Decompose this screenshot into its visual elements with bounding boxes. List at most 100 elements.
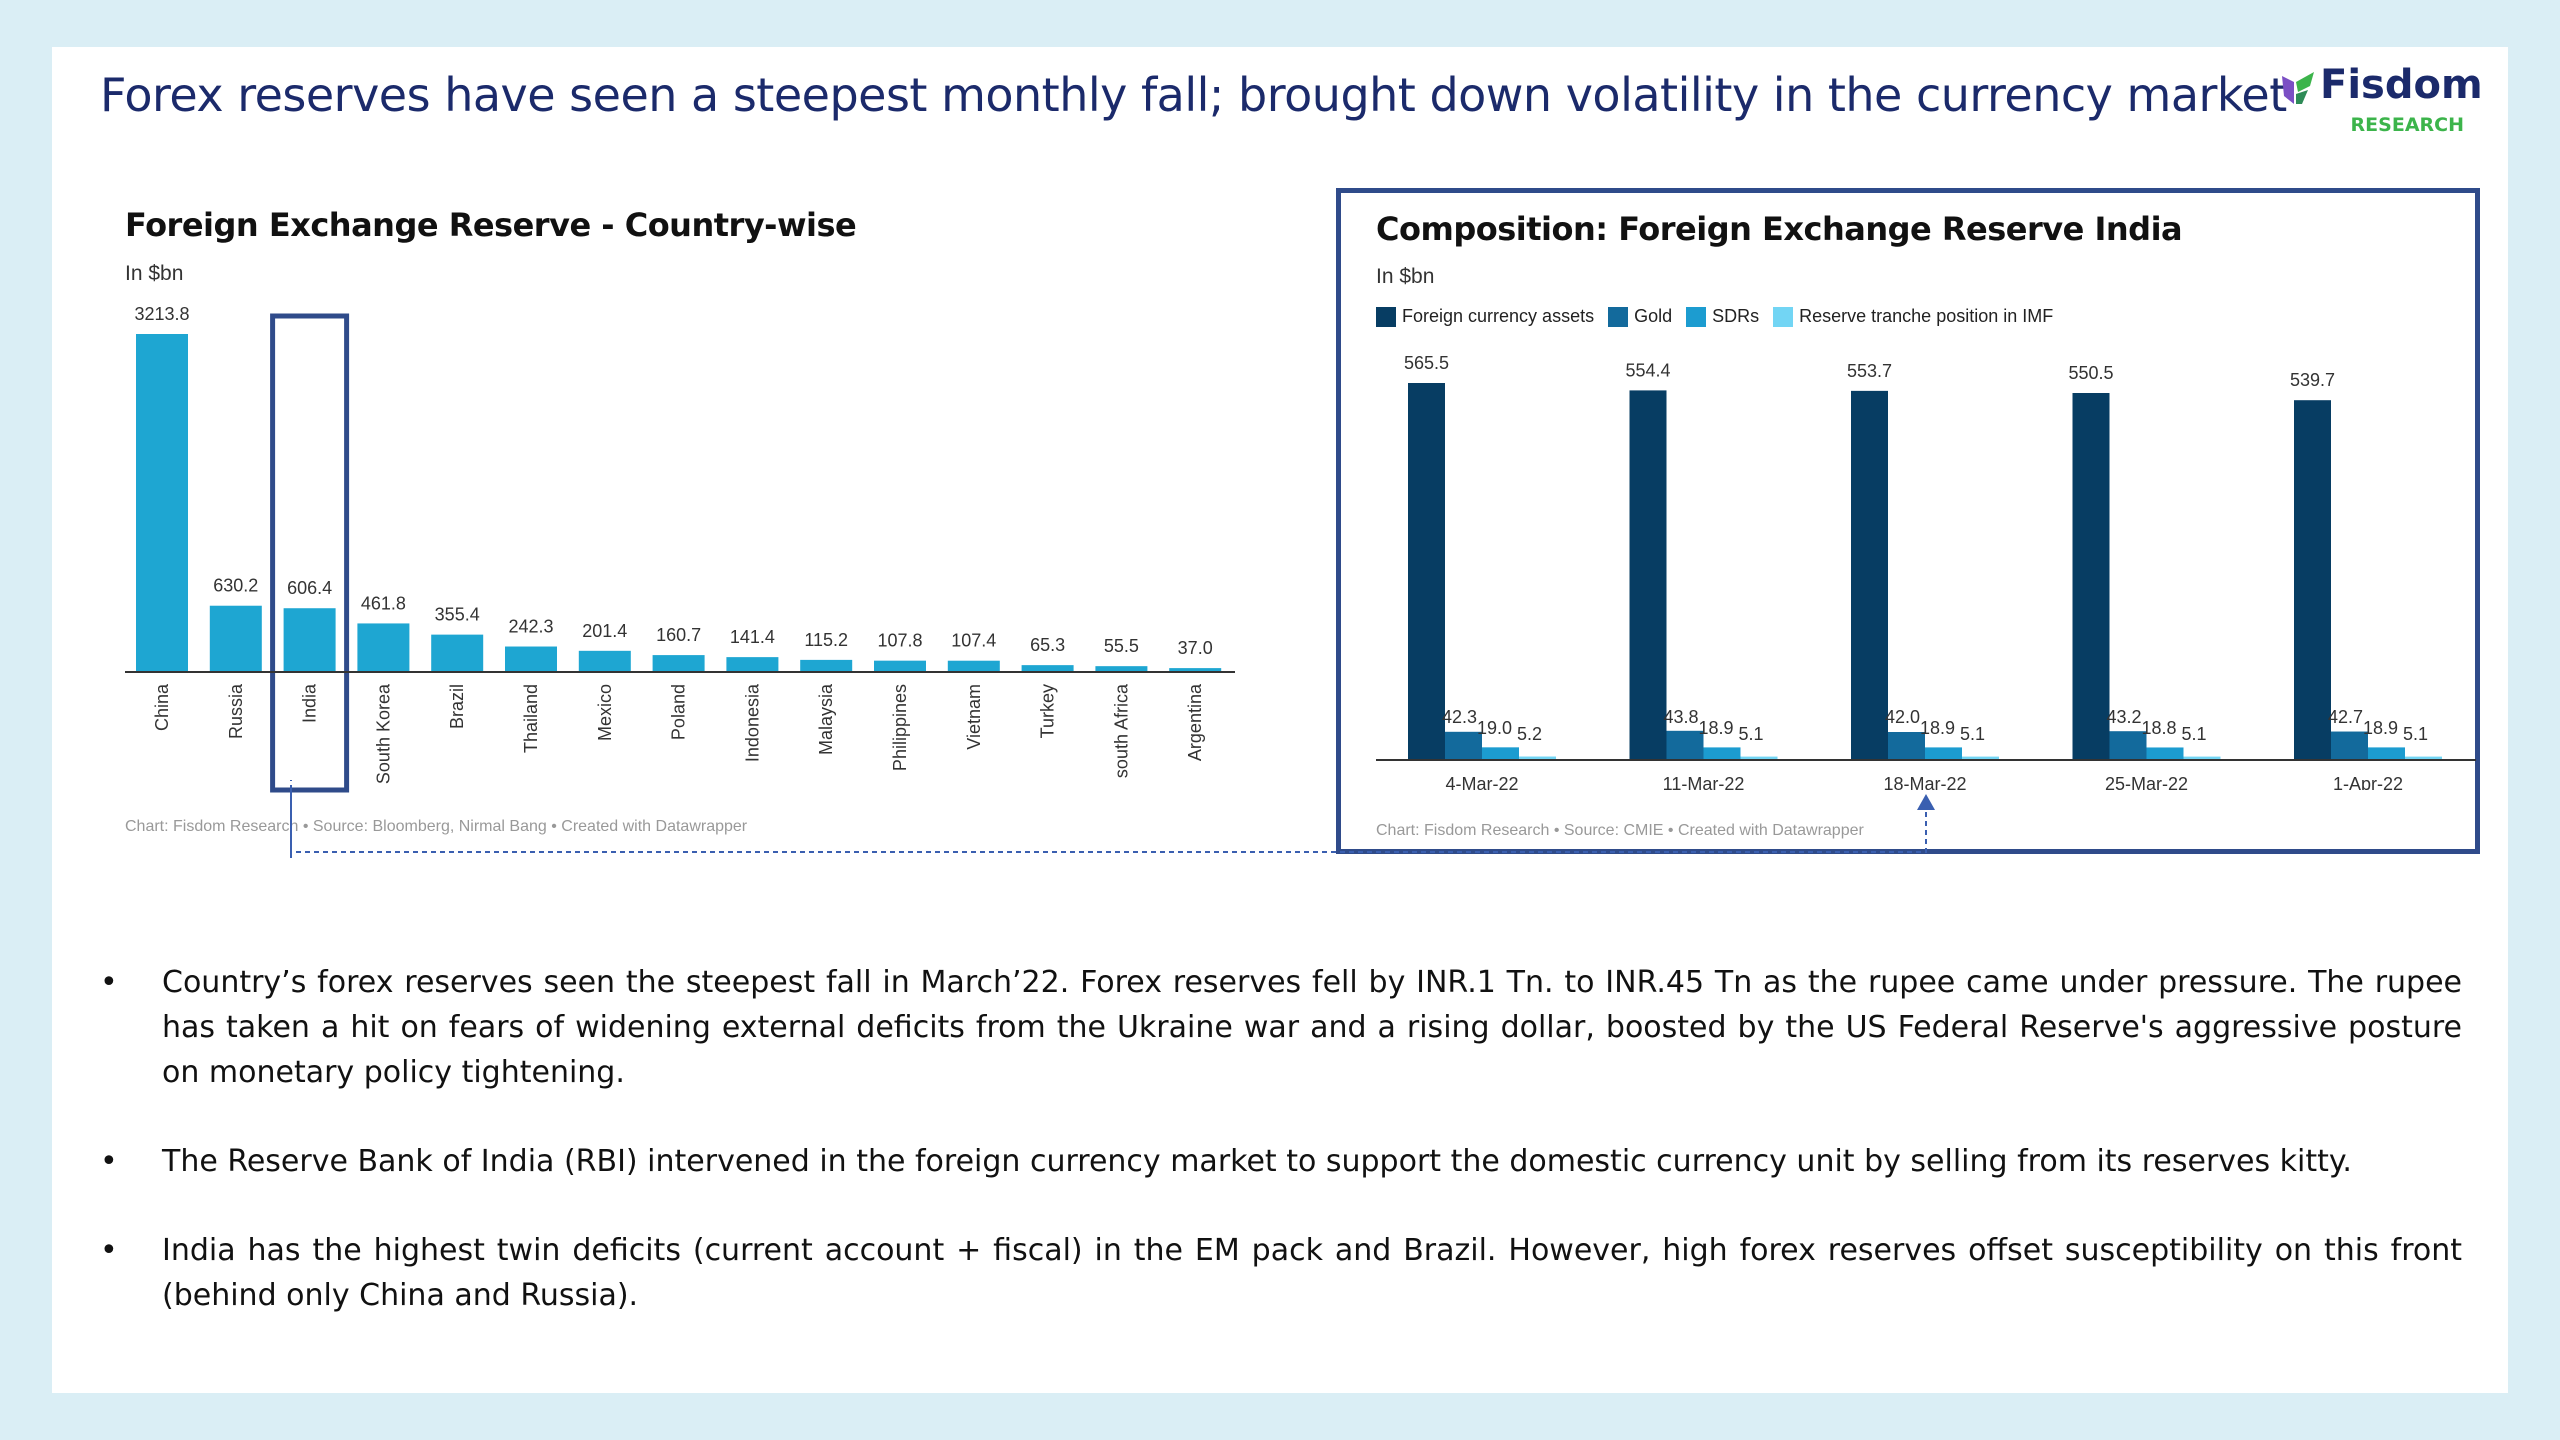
- composition-value-label: 19.0: [1477, 718, 1512, 738]
- country-value-label: 65.3: [1030, 635, 1065, 655]
- commentary-bullet: Country’s forex reserves seen the steepe…: [96, 960, 2462, 1095]
- composition-bar: [1888, 732, 1925, 760]
- composition-value-label: 5.1: [1960, 724, 1985, 744]
- country-bar: [578, 650, 631, 672]
- country-axis-label: Turkey: [1038, 684, 1058, 738]
- connector-arrow: [290, 780, 1935, 860]
- country-axis-label: Vietnam: [964, 684, 984, 750]
- legend-swatch: [1686, 306, 1707, 327]
- legend-item-fca: Foreign currency assets: [1376, 306, 1594, 327]
- composition-bar: [2183, 756, 2221, 760]
- country-value-label: 242.3: [508, 617, 553, 637]
- composition-value-label: 42.3: [1442, 707, 1477, 727]
- composition-value-label: 18.9: [2363, 718, 2398, 738]
- composition-legend: Foreign currency assets Gold SDRs Reserv…: [1376, 306, 2053, 327]
- country-bar: [136, 334, 188, 672]
- composition-bar: [1925, 747, 1962, 760]
- fisdom-logo: Fisdom RESEARCH: [2278, 62, 2483, 142]
- country-axis-label: Philippines: [890, 684, 910, 771]
- country-axis-label: Argentina: [1185, 683, 1205, 761]
- composition-bar: [1851, 390, 1888, 760]
- legend-label: Reserve tranche position in IMF: [1799, 306, 2054, 326]
- composition-bar: [2294, 400, 2331, 760]
- slide-title: Forex reserves have seen a steepest mont…: [100, 68, 2287, 122]
- composition-bar: [1666, 730, 1704, 760]
- composition-value-label: 554.4: [1625, 360, 1670, 380]
- country-bar: [431, 634, 484, 672]
- country-bar-chart: 3213.8 China 630.2 Russia 606.4 India 461.8 Sou…: [125, 304, 1235, 793]
- country-chart-subtitle: In $bn: [125, 262, 184, 285]
- country-value-label: 160.7: [656, 625, 701, 645]
- country-bar: [209, 605, 262, 672]
- country-chart-title: Foreign Exchange Reserve - Country-wise: [125, 206, 857, 244]
- composition-value-label: 42.0: [1885, 707, 1920, 727]
- country-bar: [652, 655, 705, 672]
- country-axis-label: Russia: [226, 683, 246, 739]
- country-chart-footer: Chart: Fisdom Research • Source: Bloombe…: [125, 818, 748, 835]
- fisdom-leaf-icon: [2282, 72, 2314, 104]
- legend-label: Gold: [1634, 306, 1673, 326]
- composition-bar: [1408, 383, 1445, 760]
- composition-value-label: 539.7: [2290, 370, 2335, 390]
- logo-subtitle: RESEARCH: [2350, 114, 2464, 136]
- country-axis-label: China: [152, 683, 172, 731]
- country-value-label: 55.5: [1104, 636, 1139, 656]
- composition-value-label: 43.8: [1663, 707, 1698, 727]
- composition-value-label: 43.2: [2106, 707, 2141, 727]
- country-axis-label: Poland: [669, 684, 689, 740]
- composition-bar: [1482, 747, 1519, 760]
- country-value-label: 201.4: [582, 621, 627, 641]
- country-value-label: 355.4: [435, 605, 480, 625]
- composition-value-label: 5.1: [2181, 724, 2206, 744]
- country-bar: [800, 659, 853, 672]
- composition-bar: [1445, 731, 1482, 760]
- legend-label: SDRs: [1712, 306, 1760, 326]
- composition-bar: [1962, 756, 1999, 760]
- composition-value-label: 18.9: [1920, 718, 1955, 738]
- composition-value-label: 18.8: [2141, 718, 2176, 738]
- composition-bar: [1629, 390, 1667, 760]
- composition-chart-subtitle: In $bn: [1376, 265, 1435, 288]
- composition-bar: [1703, 747, 1741, 760]
- legend-item-gold: Gold: [1608, 306, 1672, 327]
- legend-swatch: [1376, 306, 1396, 327]
- legend-item-rtp: Reserve tranche position in IMF: [1773, 306, 2053, 327]
- legend-swatch: [1608, 306, 1629, 327]
- country-bar: [874, 660, 926, 672]
- composition-value-label: 553.7: [1847, 361, 1892, 381]
- composition-axis-label: 25-Mar-22: [2105, 774, 2188, 790]
- country-axis-label: India: [300, 683, 320, 723]
- country-bar: [283, 608, 336, 672]
- composition-chart-footer: Chart: Fisdom Research • Source: CMIE • …: [1376, 822, 1864, 839]
- country-axis-label: south Africa: [1111, 683, 1131, 778]
- composition-bar: [2146, 747, 2184, 760]
- composition-value-label: 18.9: [1698, 718, 1733, 738]
- legend-label: Foreign currency assets: [1402, 306, 1595, 326]
- composition-axis-label: 1-Apr-22: [2333, 774, 2403, 790]
- composition-chart-title: Composition: Foreign Exchange Reserve In…: [1376, 210, 2183, 248]
- country-axis-label: Mexico: [595, 684, 615, 741]
- country-bar: [1169, 668, 1222, 672]
- country-value-label: 107.8: [877, 631, 922, 651]
- country-value-label: 37.0: [1178, 638, 1213, 658]
- composition-bar: [2368, 747, 2405, 760]
- composition-value-label: 5.1: [1738, 724, 1763, 744]
- composition-value-label: 5.1: [2403, 724, 2428, 744]
- india-highlight-box: [270, 313, 350, 793]
- country-value-label: 141.4: [730, 627, 775, 647]
- country-axis-label: South Korea: [373, 683, 393, 784]
- country-bar: [1021, 665, 1074, 672]
- logo-wordmark: Fisdom: [2320, 62, 2483, 108]
- country-bar: [1095, 666, 1148, 672]
- composition-value-label: 565.5: [1404, 353, 1449, 373]
- composition-bar: [2405, 756, 2442, 760]
- commentary-bullet: India has the highest twin deficits (cur…: [96, 1228, 2462, 1318]
- composition-bar: [1740, 756, 1778, 760]
- composition-axis-label: 11-Mar-22: [1663, 774, 1745, 790]
- country-axis-label: Brazil: [447, 684, 467, 729]
- legend-swatch: [1773, 306, 1794, 327]
- country-bar: [505, 646, 557, 672]
- legend-item-sdrs: SDRs: [1686, 306, 1759, 327]
- country-axis-label: Malaysia: [816, 683, 836, 755]
